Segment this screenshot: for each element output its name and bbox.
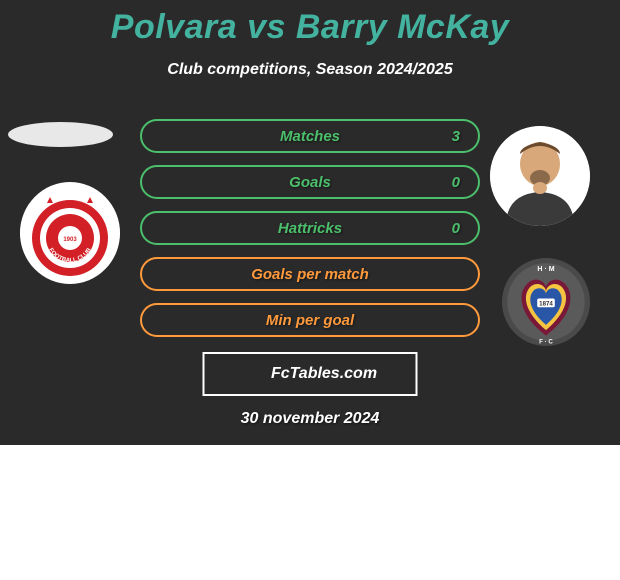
svg-text:1874: 1874	[539, 301, 553, 308]
player-photo-icon	[490, 126, 590, 226]
stat-row-goals: Goals 0	[140, 165, 480, 199]
stat-label: Min per goal	[266, 312, 354, 329]
stat-label: Goals per match	[251, 266, 369, 283]
stat-value-right: 3	[452, 128, 460, 145]
subtitle: Club competitions, Season 2024/2025	[0, 61, 620, 79]
hearts-badge-icon: 1874 H · M F · C	[502, 258, 590, 346]
svg-text:F · C: F · C	[539, 338, 553, 345]
player-right-avatar	[490, 126, 590, 226]
player-left-silhouette	[8, 122, 113, 147]
stat-value-right: 0	[452, 220, 460, 237]
chart-bars-icon	[243, 363, 265, 386]
site-badge: FcTables.com	[203, 352, 418, 396]
svg-text:H · M: H · M	[537, 266, 554, 273]
stat-row-min-per-goal: Min per goal	[140, 303, 480, 337]
club-left-badge: ABERDEEN FOOTBALL CLUB 1903	[20, 182, 120, 284]
stat-label: Hattricks	[278, 220, 342, 237]
club-right-badge: 1874 H · M F · C	[502, 258, 590, 346]
page-title: Polvara vs Barry McKay	[0, 0, 620, 47]
stat-label: Goals	[289, 174, 331, 191]
bottom-whitespace	[0, 445, 620, 580]
stat-row-goals-per-match: Goals per match	[140, 257, 480, 291]
stat-row-matches: Matches 3	[140, 119, 480, 153]
svg-text:1903: 1903	[63, 237, 77, 243]
site-name: FcTables.com	[271, 365, 377, 383]
aberdeen-badge-icon: ABERDEEN FOOTBALL CLUB 1903	[20, 183, 120, 283]
stat-value-right: 0	[452, 174, 460, 191]
comparison-date: 30 november 2024	[0, 410, 620, 428]
stat-label: Matches	[280, 128, 340, 145]
stat-row-hattricks: Hattricks 0	[140, 211, 480, 245]
